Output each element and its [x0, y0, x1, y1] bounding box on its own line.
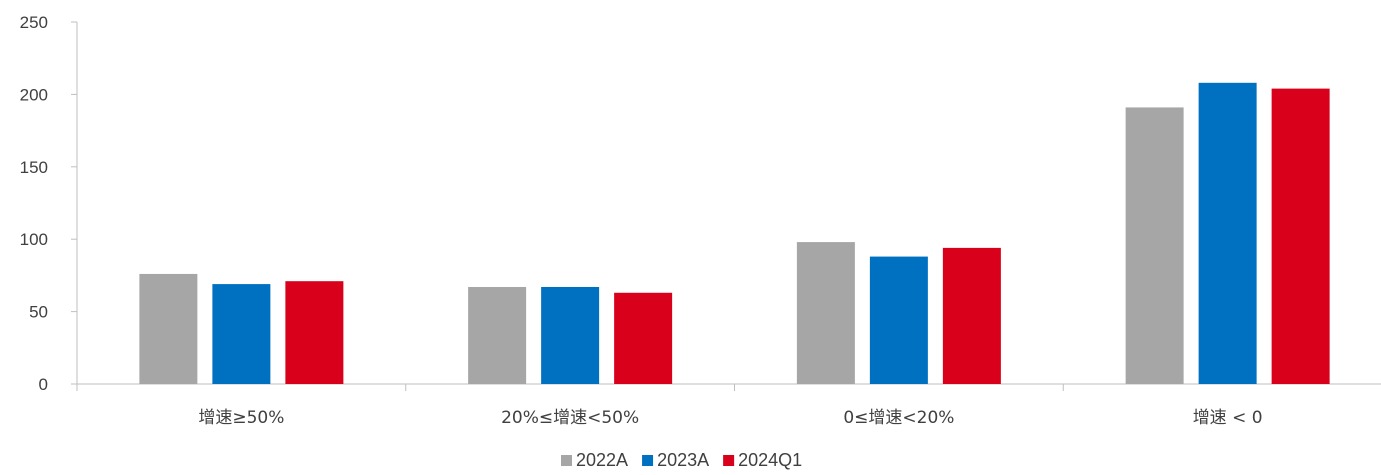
bar-2023A-1: 20%≤增速<50% 2023A: 67 [541, 286, 600, 384]
bar-2022A-3: 增速 < 0 2022A: 191 [1125, 107, 1184, 384]
bar-2022A-2: 0≤增速<20% 2022A: 98 [796, 242, 855, 384]
bar-2022A-1: 20%≤增速<50% 2022A: 67 [468, 286, 527, 384]
legend-label: 2023A [657, 450, 709, 470]
y-tick-label: 250 [20, 13, 48, 32]
y-tick-label: 150 [20, 158, 48, 177]
legend-swatch-2022A [561, 455, 572, 466]
category-label: 增速 < 0 [1193, 408, 1263, 428]
bar-2024Q1-3: 增速 < 0 2024Q1: 204 [1271, 88, 1330, 384]
bar-2022A-0: 增速≥50% 2022A: 76 [139, 273, 198, 384]
category-label: 0≤增速<20% [843, 408, 954, 428]
bar-2024Q1-0: 增速≥50% 2024Q1: 71 [285, 281, 344, 384]
category-label: 增速≥50% [198, 408, 284, 428]
x-axis [76, 383, 1381, 391]
category-label: 20%≤增速<50% [501, 408, 639, 428]
y-tick-label: 0 [39, 375, 48, 394]
legend: 2022A 2023A 2024Q1 [561, 450, 802, 470]
bars: 增速≥50% 2022A: 76增速≥50% 2023A: 69增速≥50% 2… [139, 82, 1330, 384]
y-axis: 0 50 100 150 200 250 [20, 13, 78, 394]
legend-label: 2024Q1 [738, 450, 802, 470]
bar-2023A-0: 增速≥50% 2023A: 69 [212, 284, 271, 384]
legend-swatch-2023A [642, 455, 654, 466]
category-labels: 增速≥50% 20%≤增速<50% 0≤增速<20% 增速 < 0 [198, 408, 1262, 428]
bar-2023A-2: 0≤增速<20% 2023A: 88 [869, 256, 928, 384]
y-tick-label: 100 [20, 230, 48, 249]
legend-swatch-2024Q1 [723, 455, 735, 466]
y-tick-label: 50 [29, 303, 48, 322]
bar-2024Q1-2: 0≤增速<20% 2024Q1: 94 [942, 247, 1001, 384]
legend-label: 2022A [576, 450, 628, 470]
y-tick-label: 200 [20, 85, 48, 104]
bar-2023A-3: 增速 < 0 2023A: 208 [1198, 82, 1257, 384]
bar-2024Q1-1: 20%≤增速<50% 2024Q1: 63 [614, 292, 673, 384]
